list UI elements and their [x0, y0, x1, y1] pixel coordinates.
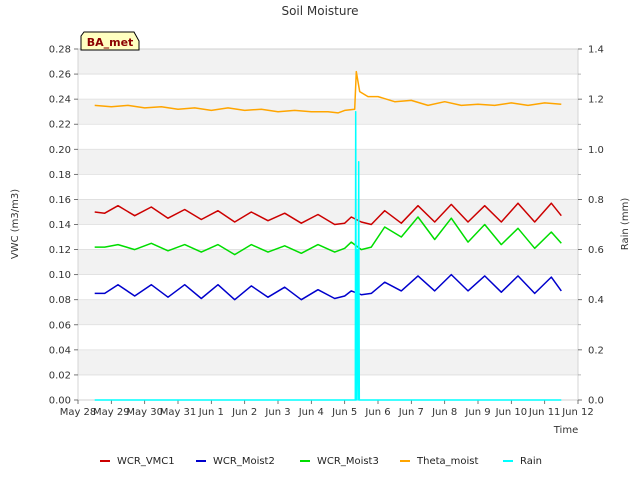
y-left-tick-label: 0.04	[49, 345, 71, 356]
y-left-tick-label: 0.18	[49, 170, 71, 181]
series-line-wcr-vmc1	[94, 202, 562, 226]
station-badge-label: BA_met	[87, 36, 134, 49]
legend-label: WCR_Moist2	[213, 456, 275, 467]
y-left-tick-label: 0.26	[49, 70, 71, 81]
y-left-tick-label: 0.22	[49, 120, 71, 131]
y-right-tick-label: 0.6	[588, 245, 604, 256]
series-line-wcr-moist2	[94, 273, 562, 301]
y-left-tick-label: 0.14	[49, 220, 71, 231]
series-line-wcr-moist3	[94, 216, 562, 256]
x-tick-label: May 30	[126, 407, 163, 418]
y-left-tick-label: 0.24	[49, 95, 71, 106]
y-right-tick-label: 1.4	[588, 45, 604, 56]
x-tick-label: May 28	[60, 407, 97, 418]
background-band	[78, 249, 578, 275]
x-tick-label: Jun 12	[561, 407, 594, 418]
chart-title: Soil Moisture	[281, 4, 358, 18]
y-left-tick-label: 0.28	[49, 45, 71, 56]
legend: WCR_VMC1 WCR_Moist2 WCR_Moist3 Theta_moist R…	[100, 456, 542, 467]
y-axis-right: 0.0 0.2 0.4 0.6 0.8 1.0 1.2 1.4	[578, 45, 604, 407]
legend-label: WCR_Moist3	[317, 456, 379, 467]
y-axis-left: 0.00 0.02 0.04 0.06 0.08 0.10 0.12 0.14 0.16 0.18…	[49, 45, 78, 407]
series-line-theta-moist	[94, 70, 562, 114]
legend-item-rain: Rain	[503, 456, 542, 467]
series-line-rain	[94, 110, 562, 401]
y-right-tick-label: 0.8	[588, 195, 604, 206]
y-left-tick-label: 0.02	[49, 370, 71, 381]
x-tick-label: May 31	[160, 407, 197, 418]
background-band	[78, 224, 578, 250]
x-tick-label: Jun 6	[364, 407, 390, 418]
x-tick-label: Jun 9	[464, 407, 490, 418]
background-band	[78, 349, 578, 375]
station-badge: BA_met	[80, 31, 140, 51]
x-tick-label: May 29	[93, 407, 130, 418]
background-band	[78, 374, 578, 400]
y-left-tick-label: 0.20	[49, 145, 71, 156]
legend-label: WCR_VMC1	[117, 456, 175, 467]
background-band	[78, 274, 578, 300]
x-tick-label: Jun 11	[528, 407, 561, 418]
y-right-tick-label: 0.0	[588, 396, 604, 407]
y-right-tick-label: 0.4	[588, 295, 604, 306]
background-band	[78, 74, 578, 100]
legend-label: Rain	[520, 456, 542, 467]
x-tick-label: Jun 7	[398, 407, 424, 418]
y-left-tick-label: 0.06	[49, 320, 71, 331]
y-left-tick-label: 0.10	[49, 270, 71, 281]
legend-item-theta-moist: Theta_moist	[400, 456, 478, 467]
series-lines	[94, 70, 562, 401]
x-tick-label: Jun 5	[331, 407, 357, 418]
y-left-tick-label: 0.16	[49, 195, 71, 206]
background-band	[78, 324, 578, 350]
background-band	[78, 124, 578, 150]
station-badge-box	[80, 31, 140, 51]
background-band	[78, 149, 578, 175]
legend-item-wcr-moist3: WCR_Moist3	[300, 456, 379, 467]
legend-label: Theta_moist	[416, 456, 478, 467]
background-band	[78, 299, 578, 325]
y-right-tick-label: 0.2	[588, 345, 604, 356]
x-tick-label: Jun 10	[495, 407, 528, 418]
y-left-tick-label: 0.08	[49, 295, 71, 306]
x-tick-label: Jun 2	[231, 407, 257, 418]
background-band	[78, 174, 578, 200]
x-tick-label: Jun 8	[431, 407, 457, 418]
x-tick-label: Jun 3	[264, 407, 290, 418]
y-right-tick-label: 1.2	[588, 95, 604, 106]
y-left-tick-label: 0.00	[49, 396, 71, 407]
x-axis-title: Time	[553, 425, 578, 436]
background-band	[78, 49, 578, 75]
y-axis-left-title: VWC (m3/m3)	[10, 189, 21, 259]
y-right-tick-label: 1.0	[588, 145, 604, 156]
legend-item-wcr-moist2: WCR_Moist2	[196, 456, 275, 467]
y-axis-right-title: Rain (mm)	[620, 198, 631, 251]
legend-item-wcr-vmc1: WCR_VMC1	[100, 456, 175, 467]
x-tick-label: Jun 4	[298, 407, 324, 418]
y-left-tick-label: 0.12	[49, 245, 71, 256]
x-tick-label: Jun 1	[198, 407, 224, 418]
